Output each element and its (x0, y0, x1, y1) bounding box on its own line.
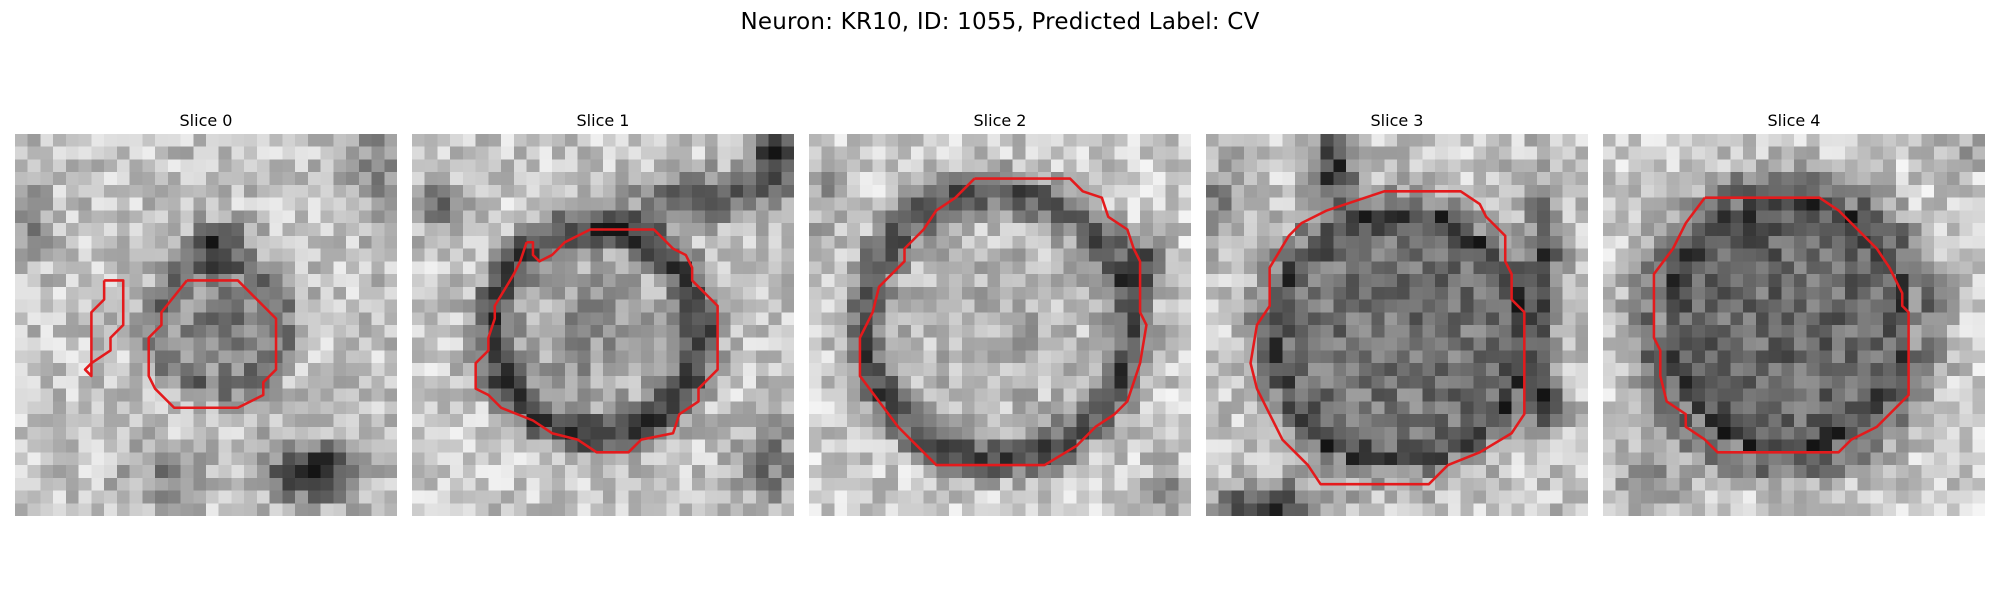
pixel-grid (809, 134, 1191, 516)
slice-title: Slice 1 (576, 111, 630, 130)
cell-contour (1652, 196, 1910, 454)
pixel-grid (1603, 134, 1985, 516)
pixel-grid (15, 134, 397, 516)
slice-panel-3: Slice 3 (1206, 108, 1588, 516)
cell-contour (147, 279, 278, 410)
slice-image (1206, 134, 1588, 516)
cell-contour (858, 177, 1148, 467)
slice-image (1603, 134, 1985, 516)
slice-title: Slice 0 (179, 111, 233, 130)
slice-title: Slice 4 (1767, 111, 1821, 130)
slice-title: Slice 2 (973, 111, 1027, 130)
pixel-grid (1206, 134, 1588, 516)
figure-title: Neuron: KR10, ID: 1055, Predicted Label:… (740, 9, 1260, 35)
slice-panel-2: Slice 2 (809, 108, 1191, 516)
cell-contour (83, 279, 125, 378)
pixel-grid (412, 134, 794, 516)
slice-panel-0: Slice 0 (15, 108, 397, 516)
slice-image (809, 134, 1191, 516)
slice-image (412, 134, 794, 516)
slice-title: Slice 3 (1370, 111, 1424, 130)
cell-contour (474, 228, 719, 454)
cell-contour (1249, 190, 1526, 486)
slice-image (15, 134, 397, 516)
slice-panel-1: Slice 1 (412, 108, 794, 516)
slice-panel-4: Slice 4 (1603, 108, 1985, 516)
